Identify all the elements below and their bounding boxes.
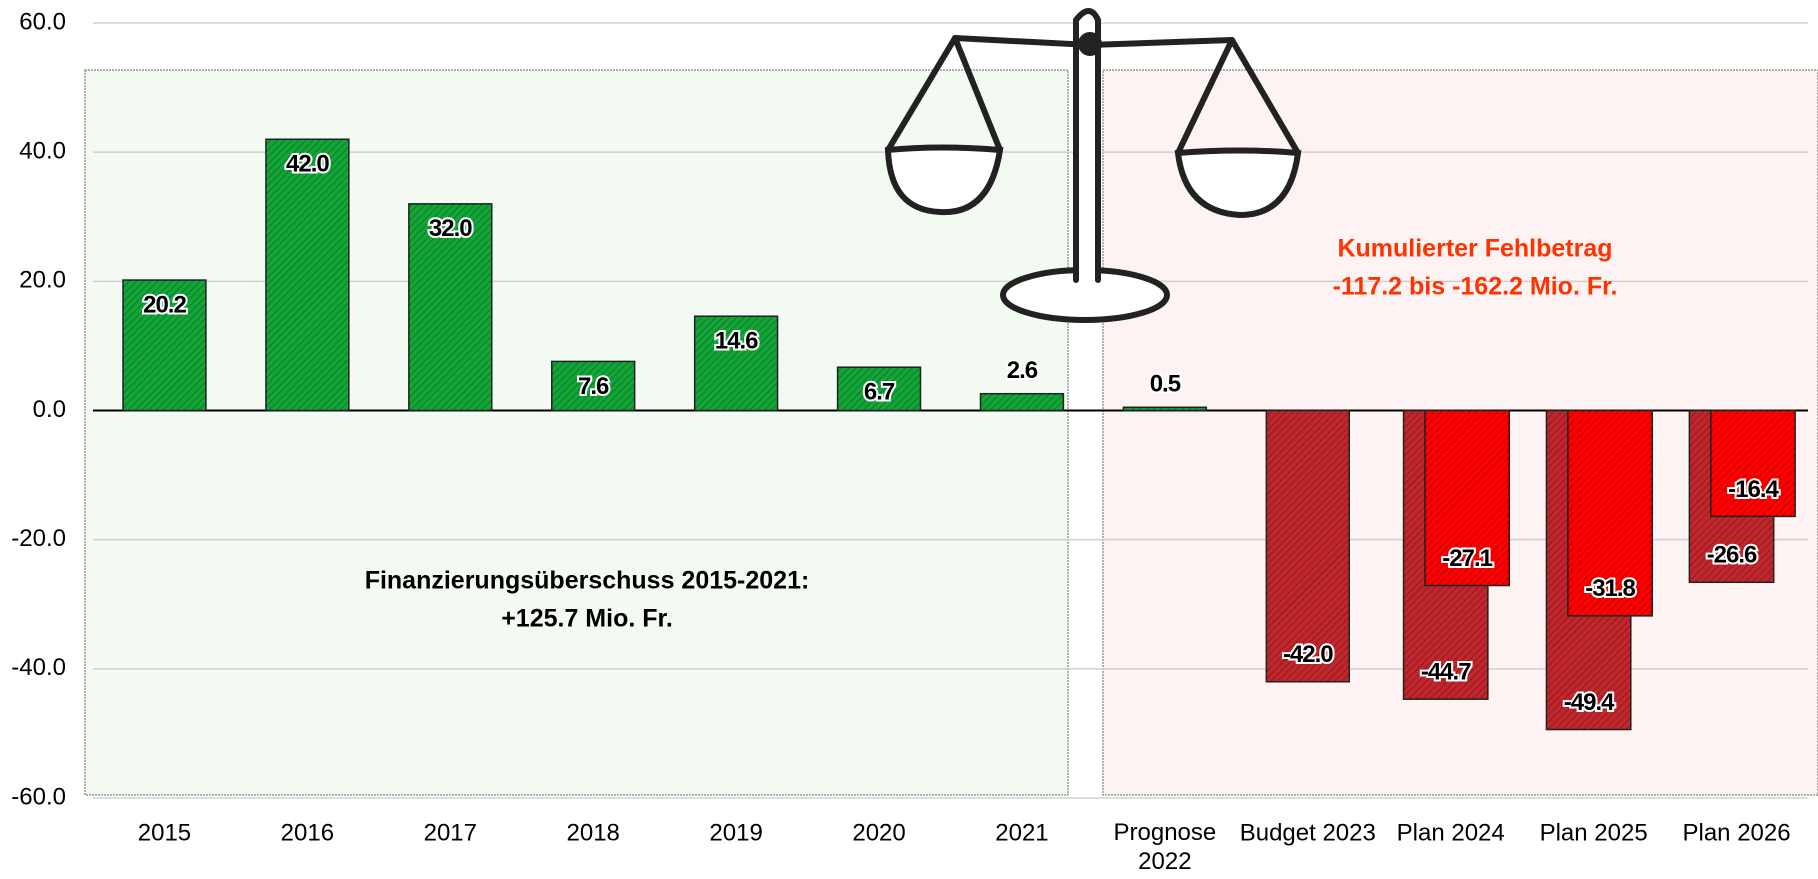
x-tick-label: 2019	[709, 819, 762, 846]
x-tick-label: 2020	[852, 819, 905, 846]
value-label: -27.1	[1442, 545, 1492, 572]
value-label: -44.7	[1421, 659, 1471, 686]
x-tick-label: Budget 2023	[1240, 819, 1376, 846]
x-tick-label: 2017	[424, 819, 477, 846]
y-tick-label: 40.0	[19, 138, 66, 165]
value-label: 20.2	[143, 291, 186, 318]
annotation: Kumulierter Fehlbetrag	[1337, 235, 1612, 263]
value-label: 2.6	[1007, 357, 1038, 384]
value-label: -16.4	[1728, 476, 1779, 503]
x-tick-label: 2021	[995, 819, 1048, 846]
value-label: 6.7	[864, 379, 895, 406]
x-tick-label: Plan 2024	[1397, 819, 1505, 846]
x-tick-label: Plan 2026	[1682, 819, 1790, 846]
bar	[981, 394, 1064, 411]
y-tick-label: 60.0	[19, 8, 66, 35]
chart: -60.0 -40.0 -20.0 0.0 20.0 40.0 60.0 2015 20.2 2…	[0, 0, 1818, 879]
x-tick-label: 2016	[281, 819, 334, 846]
x-tick-label: 2018	[567, 819, 620, 846]
value-label: 14.6	[715, 328, 758, 355]
value-label: 32.0	[429, 215, 472, 242]
y-tick-label: 0.0	[33, 396, 66, 423]
value-label: 42.0	[286, 151, 329, 178]
value-label: 0.5	[1150, 371, 1181, 398]
x-tick-label: 2015	[138, 819, 191, 846]
annotation: -117.2 bis -162.2 Mio. Fr.	[1333, 273, 1618, 301]
annotation: Finanzierungsüberschuss 2015-2021:	[365, 567, 810, 595]
y-tick-label: 20.0	[19, 267, 66, 294]
value-label: -31.8	[1585, 575, 1635, 602]
y-tick-label: -60.0	[11, 783, 66, 810]
value-label: -49.4	[1564, 689, 1615, 716]
bar	[266, 139, 349, 410]
value-label: -42.0	[1283, 641, 1333, 668]
y-tick-label: -20.0	[11, 525, 66, 552]
value-label: 7.6	[578, 373, 609, 400]
bar	[1123, 407, 1206, 410]
value-label: -26.6	[1707, 542, 1757, 569]
annotation: +125.7 Mio. Fr.	[501, 605, 673, 633]
x-tick-label: Plan 2025	[1540, 819, 1648, 846]
y-tick-label: -40.0	[11, 654, 66, 681]
